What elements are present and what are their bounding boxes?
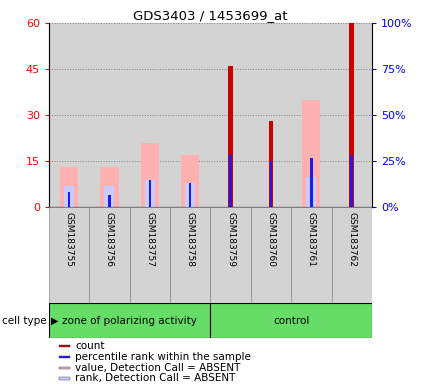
Bar [251, 23, 291, 207]
Bar [59, 345, 70, 347]
Bar [60, 167, 78, 207]
Bar [100, 167, 119, 207]
Bar [269, 121, 273, 207]
Text: zone of polarizing activity: zone of polarizing activity [62, 316, 197, 326]
Text: GSM183759: GSM183759 [226, 212, 235, 267]
Bar [108, 195, 110, 207]
Text: GSM183762: GSM183762 [347, 212, 356, 267]
Text: value, Detection Call = ABSENT: value, Detection Call = ABSENT [75, 363, 241, 373]
Bar [210, 23, 251, 207]
Bar [349, 23, 354, 207]
Bar [130, 207, 170, 303]
Bar [306, 177, 316, 207]
Bar [105, 186, 114, 207]
Text: ▶: ▶ [51, 316, 59, 326]
Bar [145, 180, 155, 207]
Bar [59, 377, 70, 379]
Bar [291, 207, 332, 303]
Bar [310, 158, 312, 207]
Bar [141, 143, 159, 207]
Bar [68, 192, 70, 207]
Text: percentile rank within the sample: percentile rank within the sample [75, 352, 251, 362]
Bar [332, 207, 372, 303]
Bar [210, 207, 251, 303]
Bar [149, 180, 151, 207]
Text: GSM183756: GSM183756 [105, 212, 114, 267]
Bar [189, 183, 191, 207]
Bar [291, 23, 332, 207]
Bar [332, 23, 372, 207]
Bar [59, 367, 70, 369]
Text: control: control [273, 316, 309, 326]
Bar [49, 23, 89, 207]
Text: GSM183757: GSM183757 [145, 212, 154, 267]
Text: rank, Detection Call = ABSENT: rank, Detection Call = ABSENT [75, 374, 235, 384]
Bar [89, 207, 130, 303]
Bar [351, 155, 353, 207]
Text: GSM183761: GSM183761 [307, 212, 316, 267]
Bar [181, 155, 199, 207]
Bar [251, 207, 291, 303]
Text: GSM183758: GSM183758 [186, 212, 195, 267]
Text: count: count [75, 341, 105, 351]
Bar [64, 186, 74, 207]
Title: GDS3403 / 1453699_at: GDS3403 / 1453699_at [133, 9, 288, 22]
Bar [130, 23, 170, 207]
Bar [230, 155, 232, 207]
Bar [270, 161, 272, 207]
Bar [185, 183, 195, 207]
Bar [59, 356, 70, 358]
Bar [228, 66, 233, 207]
Text: cell type: cell type [2, 316, 47, 326]
Bar [170, 207, 210, 303]
Text: GSM183755: GSM183755 [65, 212, 74, 267]
Bar [170, 23, 210, 207]
Bar [49, 207, 89, 303]
Text: GSM183760: GSM183760 [266, 212, 275, 267]
Bar [302, 100, 320, 207]
Bar [49, 303, 210, 338]
Bar [210, 303, 372, 338]
Bar [89, 23, 130, 207]
